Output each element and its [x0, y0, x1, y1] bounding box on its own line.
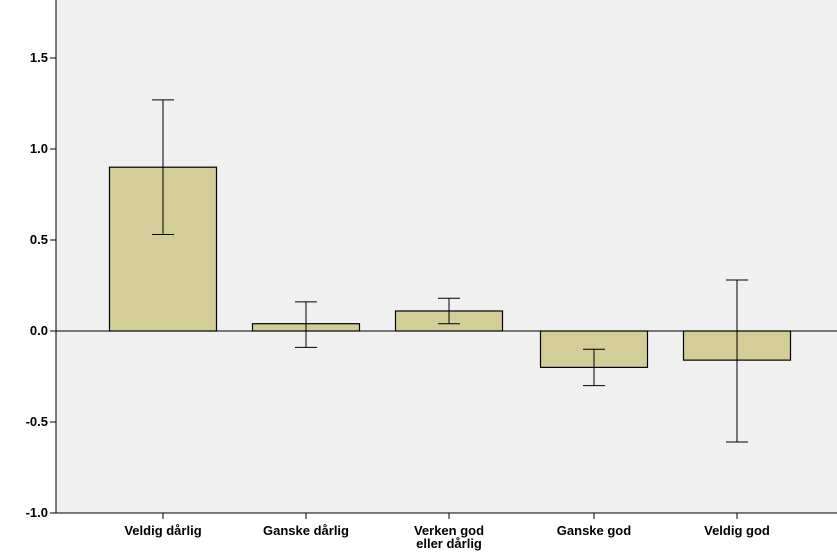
y-tick-label: 0.5: [30, 232, 48, 247]
y-tick-label: -0.5: [26, 414, 48, 429]
y-tick-label: 0.0: [30, 323, 48, 338]
error-bar: [152, 99, 174, 236]
error-bar: [583, 348, 605, 387]
x-tick-label: Veldig dårlig: [124, 523, 201, 538]
y-tick-label: 1.0: [30, 141, 48, 156]
x-tick-label: Ganske god: [557, 523, 631, 538]
y-tick-label: -1.0: [26, 505, 48, 520]
y-axis: -1.0 -0.5 0.0 0.5 1.0 1.5: [26, 0, 57, 520]
x-tick-label: Ganske dårlig: [263, 523, 349, 538]
error-bar: [726, 279, 748, 443]
x-tick-label: Verken god eller dårlig: [414, 523, 484, 551]
y-tick-label: 1.5: [30, 50, 48, 65]
x-axis: Veldig dårlig Ganske dårlig Verken god elle…: [56, 512, 837, 551]
x-tick-label: Veldig god: [704, 523, 770, 538]
error-bar: [438, 297, 460, 325]
error-bar: [295, 301, 317, 348]
error-bars: [152, 99, 748, 443]
